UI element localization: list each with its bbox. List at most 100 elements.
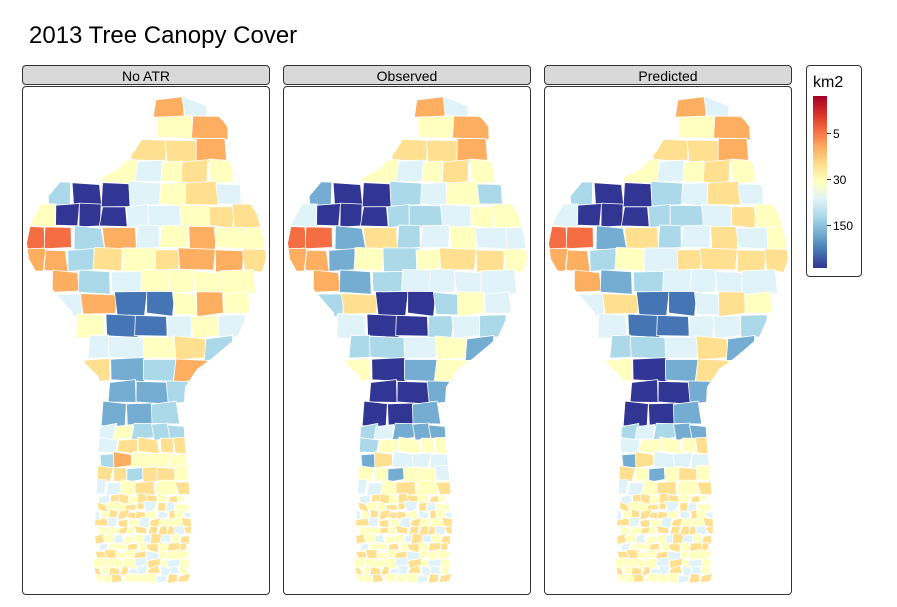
map-region: [100, 159, 139, 186]
map-region: [91, 508, 100, 521]
map-region: [635, 291, 670, 317]
map-region: [674, 97, 707, 119]
map-region: [80, 357, 111, 384]
map-region: [694, 358, 731, 384]
map-region: [577, 202, 603, 227]
map-region: [593, 182, 625, 207]
map-region: [374, 291, 409, 317]
map-region: [613, 557, 627, 570]
map-region: [181, 97, 209, 120]
map-region: [735, 227, 769, 250]
map-region: [352, 508, 361, 521]
map-region: [731, 206, 757, 229]
map-region: [384, 572, 397, 583]
map-region: [134, 314, 168, 337]
map-region: [474, 227, 508, 250]
map-region: [359, 206, 389, 228]
map-region: [130, 451, 155, 469]
map-region: [113, 467, 128, 482]
map-region: [27, 247, 47, 272]
map-region: [166, 315, 194, 339]
map-region: [180, 159, 208, 184]
map-region: [725, 335, 756, 361]
map-region: [412, 422, 432, 441]
map-region: [386, 203, 410, 228]
map-panel: [544, 86, 792, 595]
map-region: [452, 115, 490, 141]
map-region: [549, 203, 579, 228]
map-title: 2013 Tree Canopy Cover: [29, 22, 298, 49]
map-region: [438, 247, 477, 271]
map-region: [128, 180, 162, 207]
map-region: [387, 467, 405, 483]
map-region: [416, 575, 429, 583]
choropleth-map-predicted: [549, 97, 788, 583]
map-region: [408, 204, 445, 228]
map-region: [678, 493, 691, 503]
map-region: [134, 557, 148, 568]
map-region: [442, 97, 470, 120]
map-region: [352, 557, 366, 570]
map-region: [213, 227, 247, 250]
map-region: [457, 291, 485, 318]
map-region: [434, 464, 457, 482]
map-region: [78, 202, 102, 228]
map-region: [623, 227, 659, 250]
map-region: [599, 269, 633, 295]
map-region: [159, 437, 174, 454]
map-region: [150, 400, 181, 425]
map-region: [110, 270, 144, 295]
map-region: [621, 453, 638, 469]
map-region: [600, 202, 624, 228]
map-region: [417, 115, 456, 139]
map-region: [159, 182, 188, 208]
map-region: [629, 379, 659, 403]
map-region: [695, 335, 729, 361]
map-region: [691, 565, 703, 575]
map-region: [179, 204, 212, 228]
map-region: [441, 159, 469, 184]
map-region: [152, 97, 185, 119]
map-region: [656, 557, 670, 568]
map-region: [680, 224, 711, 248]
map-region: [371, 357, 407, 383]
map-region: [479, 314, 507, 338]
map-region: [696, 481, 720, 495]
map-region: [91, 557, 105, 570]
map-region: [678, 115, 717, 139]
map-region: [464, 335, 495, 361]
map-region: [192, 270, 223, 294]
map-region: [673, 422, 693, 441]
map-region: [51, 269, 81, 293]
map-region: [71, 182, 103, 207]
map-region: [695, 464, 718, 482]
map-region: [328, 248, 357, 272]
map-region: [664, 500, 680, 514]
legend-tick-mark: [827, 225, 831, 226]
panel-observed: Observed: [283, 65, 531, 595]
map-region: [125, 526, 136, 536]
map-region: [113, 451, 132, 469]
map-region: [695, 436, 711, 455]
map-region: [701, 541, 710, 553]
map-region: [633, 573, 645, 583]
map-region: [573, 269, 603, 293]
map-region: [706, 180, 742, 206]
map-region: [218, 314, 246, 338]
map-region: [312, 269, 342, 293]
map-region: [179, 541, 188, 553]
map-region: [505, 225, 527, 251]
map-region: [350, 464, 375, 482]
map-region: [125, 511, 138, 520]
map-region: [655, 524, 670, 535]
map-region: [611, 464, 636, 482]
map-region: [368, 516, 380, 528]
map-region: [244, 225, 266, 251]
map-region: [214, 249, 245, 273]
map-region: [549, 247, 569, 272]
map-region: [79, 293, 119, 315]
map-region: [736, 249, 767, 273]
map-region: [632, 270, 666, 295]
map-region: [223, 291, 252, 314]
map-region: [158, 224, 189, 248]
